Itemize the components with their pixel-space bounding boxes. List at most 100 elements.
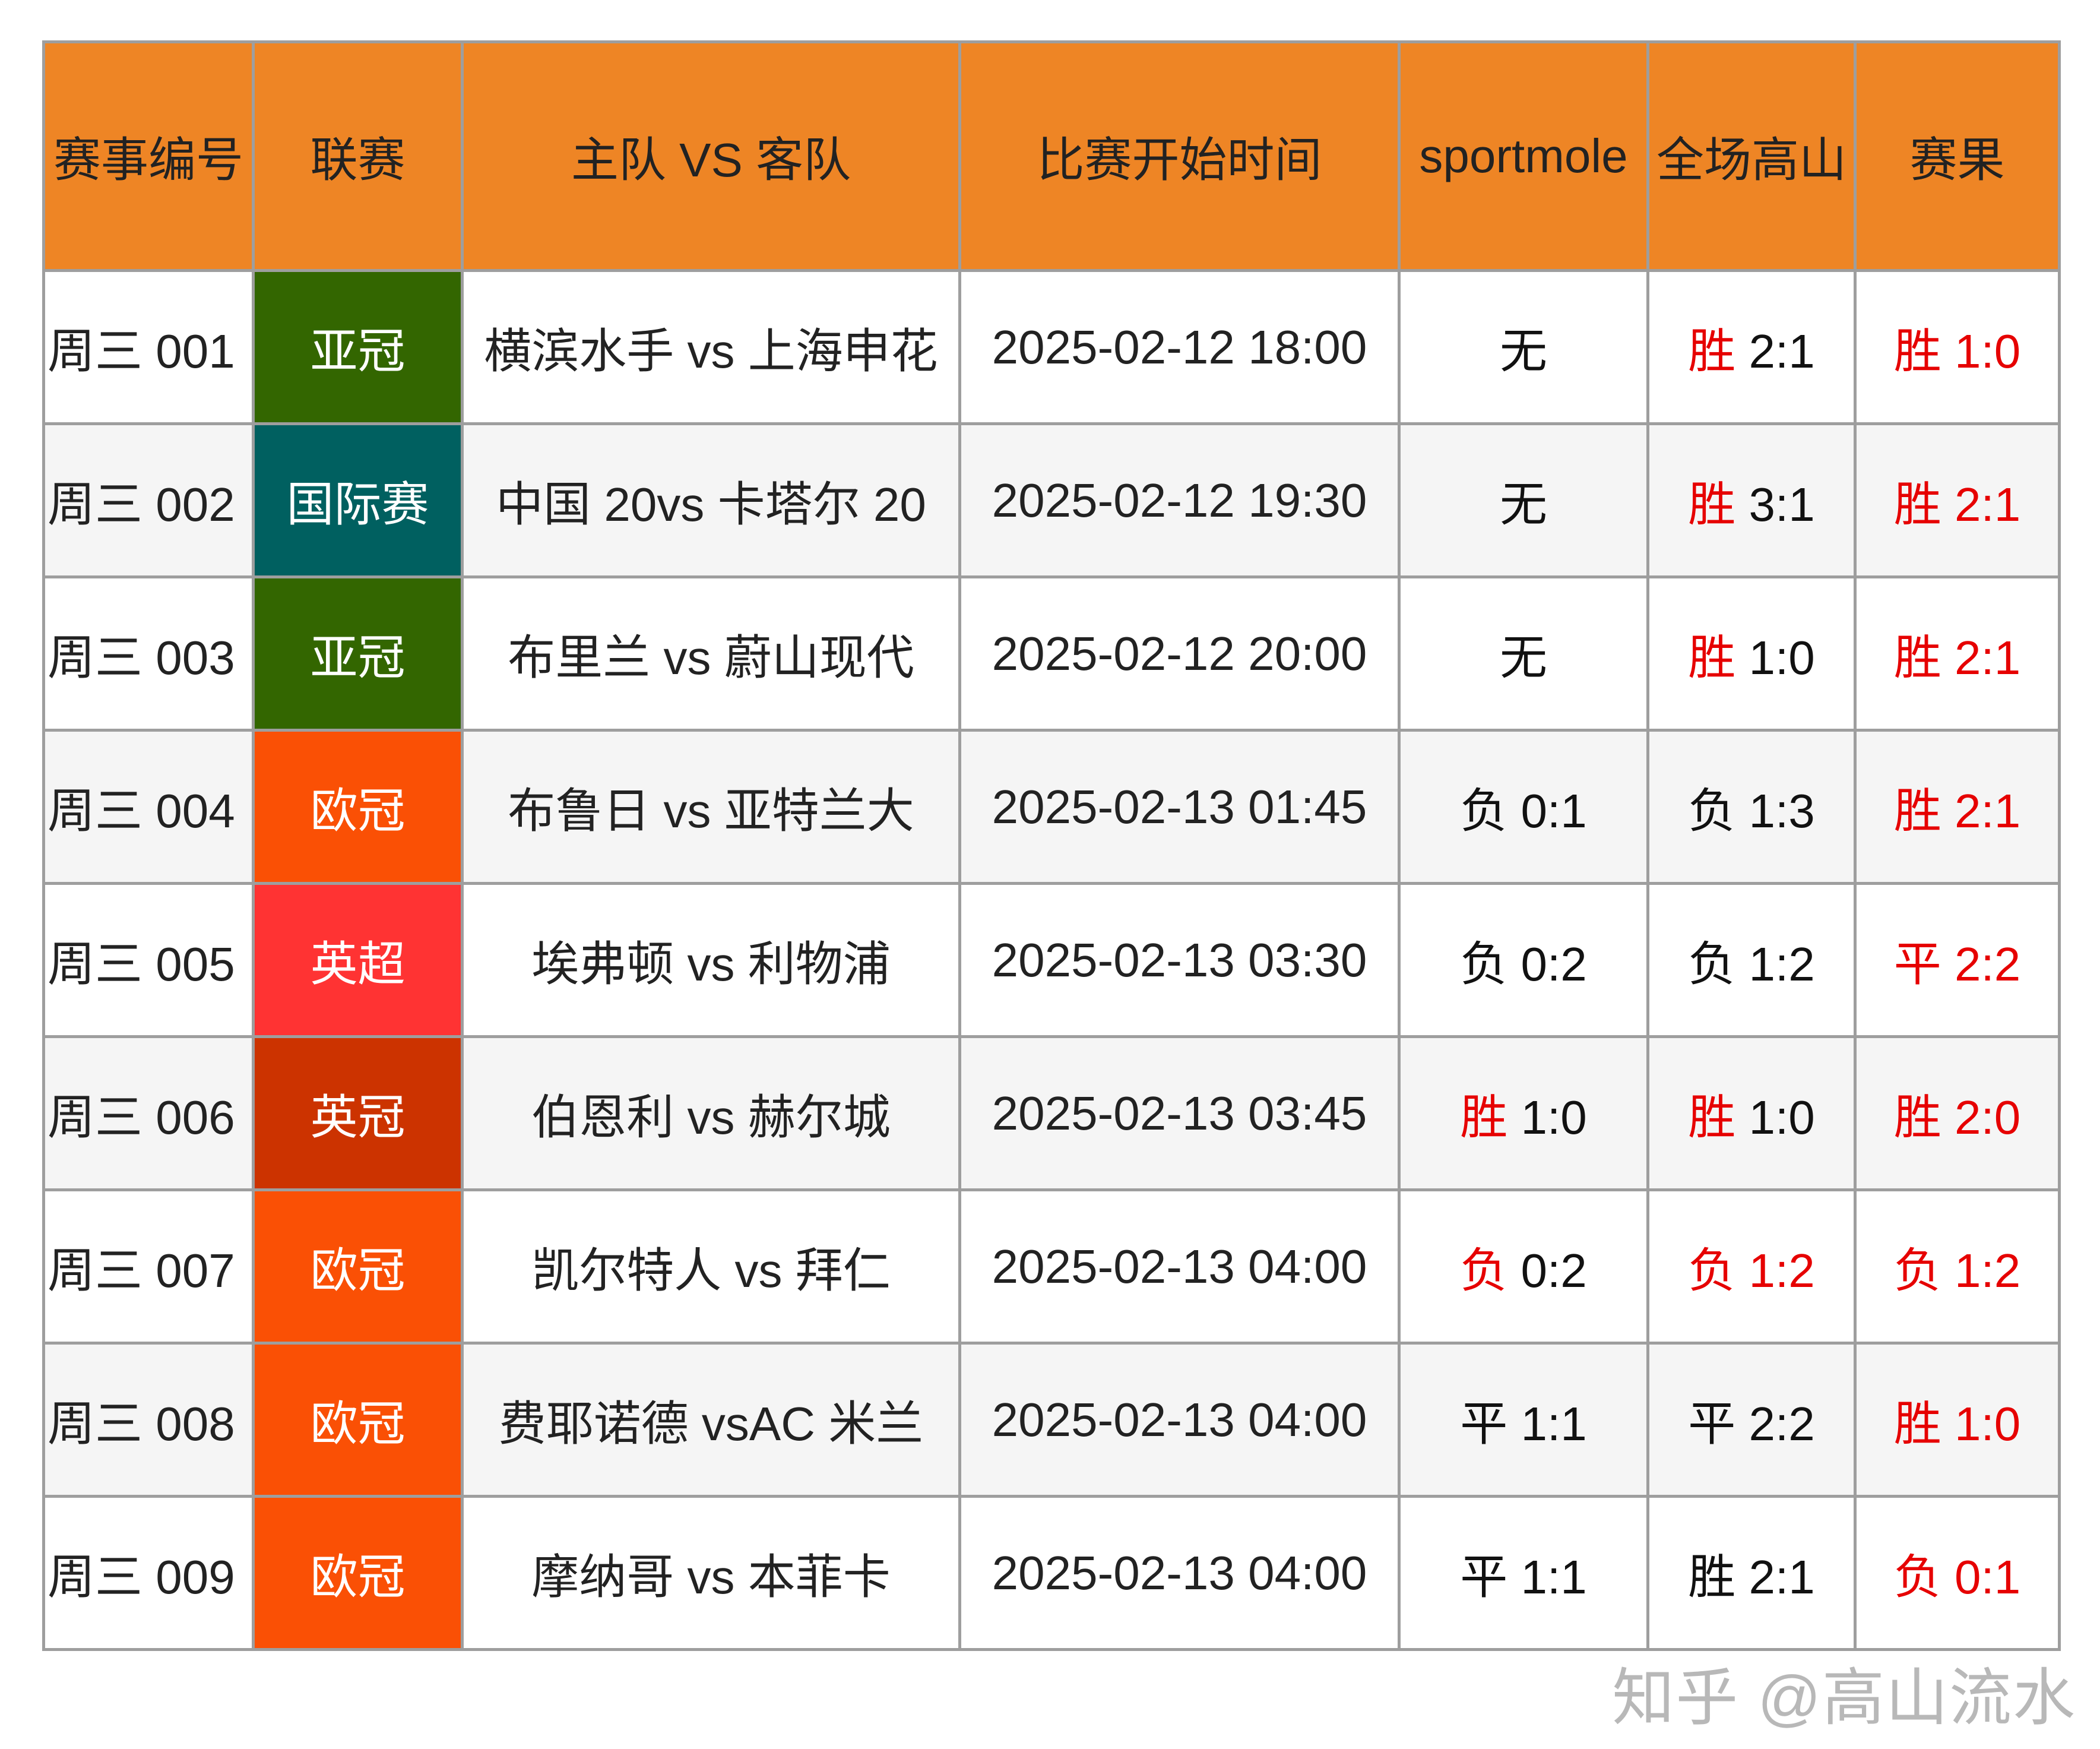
teams-cell: 横滨水手 vs 上海申花 — [461, 269, 961, 425]
gaoshan-score: 1:2 — [1735, 937, 1815, 991]
result-score: 2:1 — [1941, 784, 2021, 837]
result-score: 1:0 — [1941, 1397, 2021, 1450]
gaoshan-score: 3:1 — [1735, 477, 1815, 531]
table-row: 周三 009 欧冠 摩纳哥 vs 本菲卡 2025-02-13 04:00 平 1:1 胜… — [42, 1495, 2061, 1651]
sportmole-outcome: 胜 — [1460, 1090, 1508, 1144]
start-time-cell: 2025-02-12 20:00 — [958, 575, 1401, 732]
match-id-cell: 周三 006 — [42, 1035, 255, 1191]
gaoshan-cell: 胜 3:1 — [1646, 422, 1857, 578]
match-id-cell: 周三 008 — [42, 1342, 255, 1498]
result-score: 1:0 — [1941, 324, 2021, 378]
match-id-cell: 周三 003 — [42, 575, 255, 732]
result-outcome: 胜 — [1893, 1090, 1941, 1144]
sportmole-cell: 平 1:1 — [1398, 1495, 1649, 1651]
sportmole-outcome: 无 — [1500, 477, 1547, 531]
league-badge: 亚冠 — [252, 269, 464, 425]
match-id-cell: 周三 005 — [42, 882, 255, 1038]
result-cell: 胜 2:1 — [1854, 729, 2061, 885]
table-row: 周三 005 英超 埃弗顿 vs 利物浦 2025-02-13 03:30 负 0:2 负… — [42, 882, 2061, 1038]
teams-cell: 布鲁日 vs 亚特兰大 — [461, 729, 961, 885]
gaoshan-score: 2:1 — [1735, 1550, 1815, 1603]
gaoshan-score: 1:0 — [1735, 631, 1815, 684]
sportmole-cell: 负 0:2 — [1398, 1188, 1649, 1345]
table-row: 周三 001 亚冠 横滨水手 vs 上海申花 2025-02-12 18:00 无 胜 2… — [42, 269, 2061, 425]
table-row: 周三 006 英冠 伯恩利 vs 赫尔城 2025-02-13 03:45 胜 1:0 胜… — [42, 1035, 2061, 1191]
result-outcome: 胜 — [1893, 324, 1941, 378]
gaoshan-score: 2:2 — [1735, 1397, 1815, 1450]
sportmole-cell: 无 — [1398, 422, 1649, 578]
start-time-cell: 2025-02-12 18:00 — [958, 269, 1401, 425]
gaoshan-cell: 胜 1:0 — [1646, 575, 1857, 732]
header-league: 联赛 — [252, 40, 464, 272]
result-outcome: 胜 — [1893, 784, 1941, 837]
sportmole-outcome: 无 — [1500, 631, 1547, 684]
gaoshan-outcome: 负 — [1688, 1244, 1736, 1297]
league-badge: 英冠 — [252, 1035, 464, 1191]
teams-cell: 布里兰 vs 蔚山现代 — [461, 575, 961, 732]
header-start-time: 比赛开始时间 — [958, 40, 1401, 272]
teams-cell: 中国 20vs 卡塔尔 20 — [461, 422, 961, 578]
header-gaoshan: 全场高山 — [1646, 40, 1857, 272]
result-outcome: 负 — [1893, 1244, 1941, 1297]
sportmole-outcome: 无 — [1500, 324, 1547, 378]
match-id-cell: 周三 002 — [42, 422, 255, 578]
start-time-cell: 2025-02-13 03:30 — [958, 882, 1401, 1038]
sportmole-outcome: 平 — [1460, 1397, 1508, 1450]
result-cell: 负 0:1 — [1854, 1495, 2061, 1651]
result-cell: 平 2:2 — [1854, 882, 2061, 1038]
result-cell: 胜 1:0 — [1854, 1342, 2061, 1498]
teams-cell: 费耶诺德 vsAC 米兰 — [461, 1342, 961, 1498]
gaoshan-outcome: 负 — [1688, 784, 1736, 837]
sportmole-cell: 无 — [1398, 575, 1649, 732]
gaoshan-outcome: 胜 — [1688, 1550, 1736, 1603]
sportmole-score: 0:2 — [1507, 937, 1587, 991]
gaoshan-outcome: 胜 — [1688, 631, 1736, 684]
sportmole-score: 0:1 — [1507, 784, 1587, 837]
league-badge: 欧冠 — [252, 1342, 464, 1498]
header-result: 赛果 — [1854, 40, 2061, 272]
header-teams: 主队 VS 客队 — [461, 40, 961, 272]
header-sportmole: sportmole — [1398, 40, 1649, 272]
gaoshan-score: 1:0 — [1735, 1090, 1815, 1144]
gaoshan-cell: 负 1:3 — [1646, 729, 1857, 885]
start-time-cell: 2025-02-13 04:00 — [958, 1188, 1401, 1345]
gaoshan-score: 1:2 — [1735, 1244, 1815, 1297]
watermark: 知乎 @高山流水 — [1612, 1663, 2076, 1733]
match-id-cell: 周三 001 — [42, 269, 255, 425]
table-row: 周三 002 国际赛 中国 20vs 卡塔尔 20 2025-02-12 19:30 无… — [42, 422, 2061, 578]
result-cell: 负 1:2 — [1854, 1188, 2061, 1345]
start-time-cell: 2025-02-13 04:00 — [958, 1495, 1401, 1651]
match-id-cell: 周三 007 — [42, 1188, 255, 1345]
sportmole-outcome: 平 — [1460, 1550, 1508, 1603]
match-id-cell: 周三 004 — [42, 729, 255, 885]
teams-cell: 摩纳哥 vs 本菲卡 — [461, 1495, 961, 1651]
gaoshan-outcome: 胜 — [1688, 1090, 1736, 1144]
league-badge: 英超 — [252, 882, 464, 1038]
sportmole-score: 0:2 — [1507, 1244, 1587, 1297]
table-row: 周三 003 亚冠 布里兰 vs 蔚山现代 2025-02-12 20:00 无 胜 1:… — [42, 575, 2061, 732]
result-cell: 胜 2:1 — [1854, 575, 2061, 732]
table-row: 周三 008 欧冠 费耶诺德 vsAC 米兰 2025-02-13 04:00 平 1:… — [42, 1342, 2061, 1498]
sportmole-score: 1:0 — [1507, 1090, 1587, 1144]
table-row: 周三 007 欧冠 凯尔特人 vs 拜仁 2025-02-13 04:00 负 0:2 负… — [42, 1188, 2061, 1345]
gaoshan-cell: 胜 2:1 — [1646, 1495, 1857, 1651]
result-score: 2:1 — [1941, 631, 2021, 684]
start-time-cell: 2025-02-12 19:30 — [958, 422, 1401, 578]
gaoshan-outcome: 胜 — [1688, 324, 1736, 378]
gaoshan-outcome: 胜 — [1688, 477, 1736, 531]
start-time-cell: 2025-02-13 04:00 — [958, 1342, 1401, 1498]
header-match-id: 赛事编号 — [42, 40, 255, 272]
gaoshan-cell: 负 1:2 — [1646, 882, 1857, 1038]
league-badge: 欧冠 — [252, 729, 464, 885]
result-outcome: 胜 — [1893, 631, 1941, 684]
sportmole-cell: 无 — [1398, 269, 1649, 425]
header-row: 赛事编号 联赛 主队 VS 客队 比赛开始时间 sportmole 全场高山 赛… — [42, 40, 2061, 272]
gaoshan-cell: 胜 1:0 — [1646, 1035, 1857, 1191]
result-outcome: 胜 — [1893, 477, 1941, 531]
teams-cell: 凯尔特人 vs 拜仁 — [461, 1188, 961, 1345]
result-outcome: 胜 — [1893, 1397, 1941, 1450]
result-score: 0:1 — [1941, 1550, 2021, 1603]
sportmole-cell: 平 1:1 — [1398, 1342, 1649, 1498]
match-table: 赛事编号 联赛 主队 VS 客队 比赛开始时间 sportmole 全场高山 赛… — [42, 40, 2061, 1651]
start-time-cell: 2025-02-13 03:45 — [958, 1035, 1401, 1191]
